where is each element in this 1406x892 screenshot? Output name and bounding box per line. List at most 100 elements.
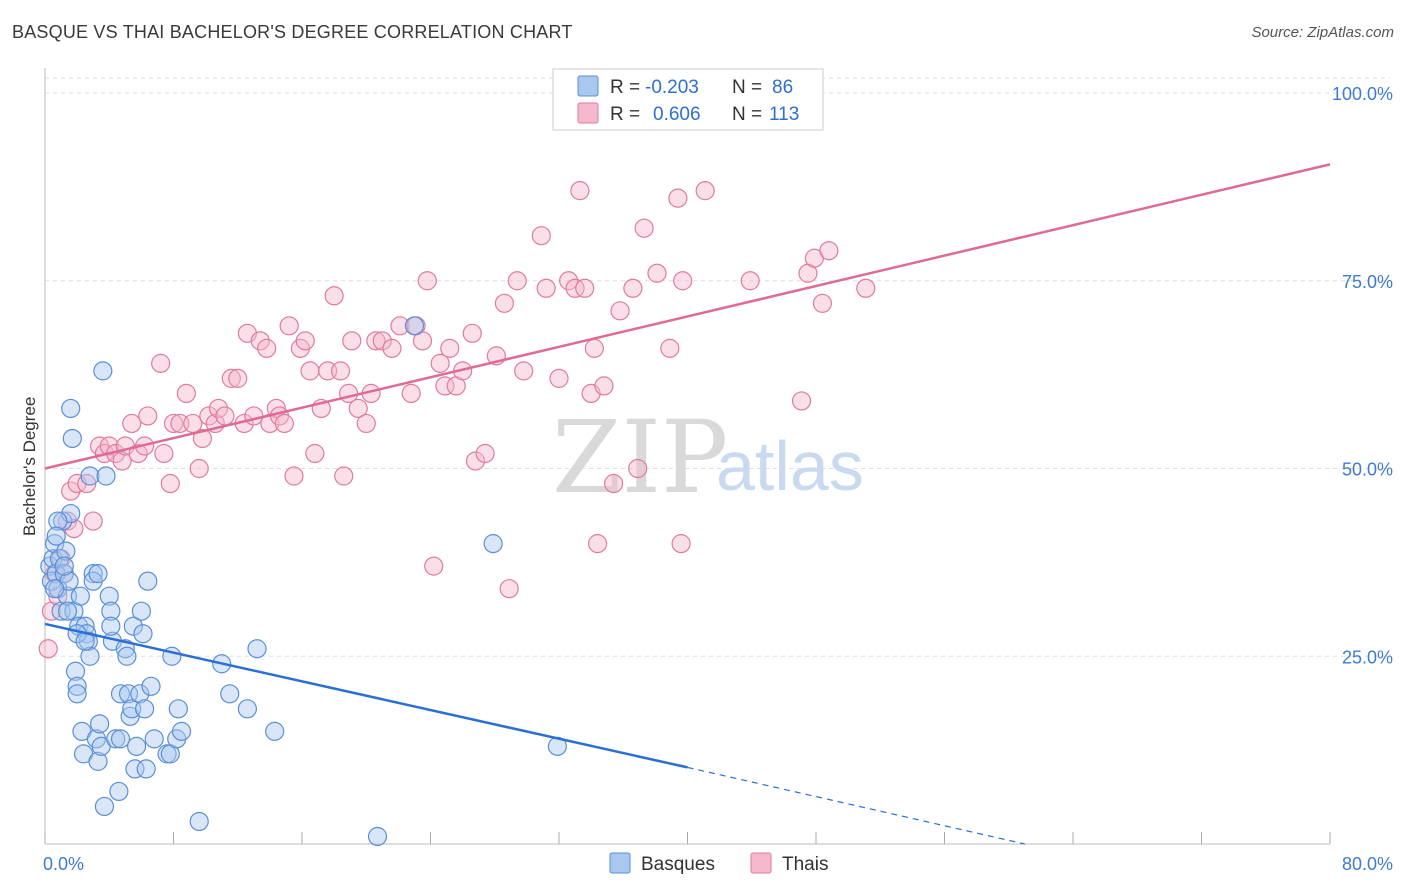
thai-point (128, 443, 148, 464)
basque-point (404, 316, 425, 336)
thai-r-value: 0.606 (653, 104, 701, 125)
basque-n-value: 86 (772, 77, 793, 98)
basque-point (483, 534, 503, 554)
thai-point (61, 481, 81, 501)
thai-point (594, 376, 614, 396)
basque-point (88, 564, 108, 584)
y-tick-labels: 25.0% 50.0% 75.0% 100.0% (1332, 84, 1393, 667)
basque-point (118, 684, 139, 704)
basque-point (54, 556, 74, 576)
thai-point (215, 406, 235, 426)
y-tick-label: 25.0% (1342, 647, 1393, 667)
stats-legend: R = -0.203 N = 86 R = 0.606 N = 113 (552, 68, 824, 131)
watermark-zip: ZIP (552, 399, 728, 516)
thai-point (300, 361, 320, 381)
basque-point (125, 759, 145, 779)
thai-point (462, 323, 482, 343)
thai-point (228, 368, 248, 388)
thai-point (390, 316, 410, 336)
thai-point (465, 451, 486, 471)
y-tick-label: 100.0% (1332, 84, 1393, 104)
basque-r-label: R = (610, 77, 640, 98)
thai-point (274, 413, 294, 434)
basque-point (83, 564, 103, 584)
basque-point (110, 729, 131, 749)
thai-point (695, 181, 715, 201)
basques-legend-label: Basques (641, 854, 715, 875)
basque-point (189, 811, 209, 832)
basque-point (56, 541, 76, 561)
thais-swatch (750, 852, 772, 874)
thai-point (356, 413, 376, 434)
thai-point (430, 353, 450, 373)
thai-point (575, 278, 595, 298)
basque-trend-extension (687, 766, 1025, 845)
thai-point (366, 331, 386, 351)
basque-point (133, 624, 153, 644)
watermark-atlas: atlas (716, 427, 864, 505)
thai-point (112, 451, 132, 471)
basque-point (101, 601, 121, 621)
basque-point (96, 466, 116, 486)
thai-point (199, 406, 219, 426)
basque-n-label: N = (732, 77, 762, 98)
basque-point (115, 639, 135, 659)
thai-trend-line (44, 163, 1331, 470)
thai-point (587, 534, 608, 554)
thai-point (348, 398, 368, 419)
basque-point (220, 684, 240, 704)
basque-point (65, 661, 86, 681)
thai-point (424, 556, 444, 576)
basque-point (247, 639, 267, 659)
watermark: ZIP atlas (552, 399, 864, 516)
grid-lines (45, 77, 1390, 657)
basque-point (80, 646, 100, 666)
thai-point (176, 383, 196, 404)
thai-point (856, 278, 876, 298)
thai-point (514, 361, 534, 381)
basque-point (131, 601, 151, 621)
basque-point (45, 579, 65, 599)
thai-point (330, 361, 351, 381)
thai-point (671, 534, 691, 554)
basque-point (90, 714, 110, 734)
thai-point (324, 286, 344, 306)
thai-point (819, 241, 839, 261)
basque-legend-swatch (577, 75, 599, 97)
basque-point (130, 684, 150, 704)
thai-point (284, 466, 304, 486)
thai-point (549, 368, 569, 388)
thai-point (208, 398, 229, 419)
basque-point (88, 751, 108, 771)
basque-point (126, 736, 147, 756)
basque-trend-line (44, 622, 688, 769)
thai-point (440, 338, 460, 358)
basque-point (67, 676, 87, 696)
basque-r-value: -0.203 (645, 77, 699, 98)
thai-point (192, 428, 213, 449)
basque-point (67, 684, 87, 704)
thai-point (475, 443, 495, 464)
basque-point (80, 466, 100, 486)
thai-point (151, 353, 171, 373)
basque-point (136, 759, 156, 779)
thai-point (38, 639, 58, 659)
thai-point (250, 331, 270, 351)
thai-points (38, 181, 876, 659)
basque-point (109, 781, 129, 802)
basque-point (117, 646, 137, 666)
thai-point (647, 263, 667, 283)
thai-point (623, 278, 643, 298)
basque-point (168, 699, 188, 719)
basque-point (138, 571, 158, 591)
thai-point (122, 413, 142, 434)
thai-point (372, 331, 392, 351)
basque-point (237, 699, 257, 719)
thai-point (531, 226, 551, 246)
thai-point (401, 383, 421, 404)
thai-point (536, 278, 556, 298)
thai-point (791, 391, 812, 411)
basques-swatch (609, 852, 631, 874)
y-tick-label: 75.0% (1342, 272, 1393, 292)
